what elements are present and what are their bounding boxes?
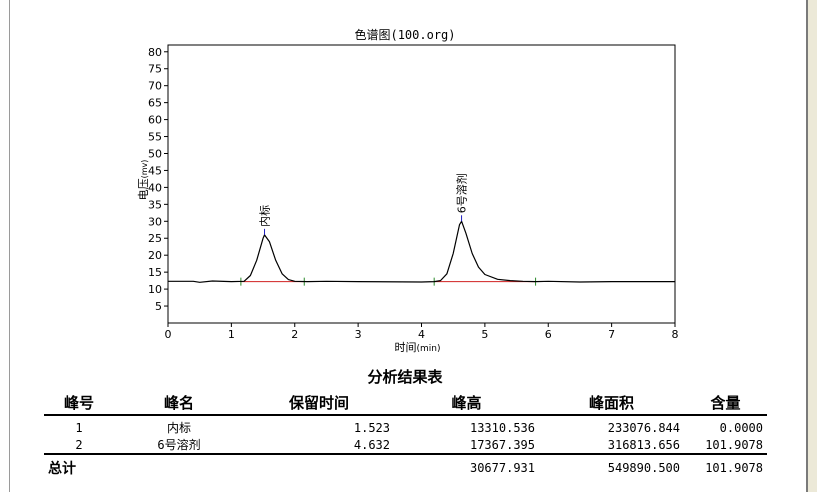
x-tick-label: 7: [608, 328, 615, 341]
total-peak-area: 549890.500: [539, 453, 684, 479]
y-tick-label: 5: [155, 300, 162, 313]
cell-peak-no: 1: [75, 420, 83, 435]
y-axis-title: 电压(mv): [137, 160, 150, 201]
y-tick-label: 75: [148, 63, 162, 76]
y-tick-label: 70: [148, 80, 162, 93]
table-row: 1 内标 1.523 13310.536 233076.844 0.0000: [44, 415, 767, 436]
y-tick-label: 30: [148, 215, 162, 228]
cell-peak-name: 6号溶剂: [157, 438, 201, 452]
x-tick-label: 2: [291, 328, 298, 341]
chart-title: 色谱图(100.org): [354, 28, 456, 42]
y-axis-title-main: 电压: [137, 178, 150, 200]
total-empty-time: [244, 453, 394, 479]
cell-content: 101.9078: [705, 437, 763, 452]
total-peak-height: 30677.931: [394, 453, 539, 479]
cell-peak-area: 316813.656: [607, 437, 680, 452]
x-tick-label: 1: [228, 328, 235, 341]
y-tick-label: 45: [148, 164, 162, 177]
results-table: 峰号 峰名 保留时间 峰高 峰面积 含量 1 内标 1.523 13310.53…: [44, 390, 767, 479]
total-label: 总计: [44, 453, 114, 479]
x-tick-label: 8: [672, 328, 679, 341]
y-tick-label: 20: [148, 249, 162, 262]
x-axis-title: 时间(min): [395, 341, 441, 354]
results-table-title: 分析结果表: [367, 368, 443, 386]
chromatogram-trace: [168, 220, 675, 283]
y-tick-label: 80: [148, 46, 162, 59]
window-scrollbar-edge[interactable]: [806, 0, 817, 492]
x-tick-label: 6: [545, 328, 552, 341]
y-tick-label: 25: [148, 232, 162, 245]
y-tick-label: 15: [148, 266, 162, 279]
cell-peak-height: 17367.395: [469, 437, 535, 452]
header-peak-area: 峰面积: [539, 390, 684, 416]
x-axis-title-main: 时间: [395, 341, 417, 354]
x-tick-label: 0: [165, 328, 172, 341]
y-tick-label: 40: [148, 181, 162, 194]
total-content: 101.9078: [684, 453, 767, 479]
header-peak-height: 峰高: [394, 390, 539, 416]
y-tick-label: 55: [148, 131, 162, 144]
total-row: 总计 30677.931 549890.500 101.9078: [44, 453, 767, 479]
x-tick-label: 3: [355, 328, 362, 341]
cell-retention-time: 4.632: [353, 437, 390, 452]
x-tick-label: 5: [481, 328, 488, 341]
y-tick-label: 35: [148, 198, 162, 211]
total-empty-name: [114, 453, 244, 479]
peak-label: 6号溶剂: [455, 173, 469, 213]
table-row: 2 6号溶剂 4.632 17367.395 316813.656 101.90…: [44, 436, 767, 454]
cell-peak-no: 2: [75, 437, 83, 452]
cell-peak-height: 13310.536: [469, 420, 535, 435]
y-tick-label: 50: [148, 147, 162, 160]
cell-retention-time: 1.523: [353, 420, 390, 435]
header-content: 含量: [684, 390, 767, 416]
peak-label: 内标: [258, 205, 272, 227]
cell-peak-area: 233076.844: [607, 420, 680, 435]
y-tick-label: 10: [148, 283, 162, 296]
y-axis-title-unit: (mv): [140, 160, 149, 179]
header-retention-time: 保留时间: [244, 390, 394, 416]
y-tick-label: 65: [148, 97, 162, 110]
header-peak-name: 峰名: [114, 390, 244, 416]
x-axis-title-unit: (min): [417, 344, 441, 354]
x-tick-label: 4: [418, 328, 425, 341]
cell-content: 0.0000: [719, 420, 763, 435]
y-tick-label: 60: [148, 114, 162, 127]
header-peak-no: 峰号: [44, 390, 114, 416]
results-header-row: 峰号 峰名 保留时间 峰高 峰面积 含量: [44, 390, 767, 416]
window-left-edge: [0, 0, 10, 492]
cell-peak-name: 内标: [166, 421, 191, 435]
